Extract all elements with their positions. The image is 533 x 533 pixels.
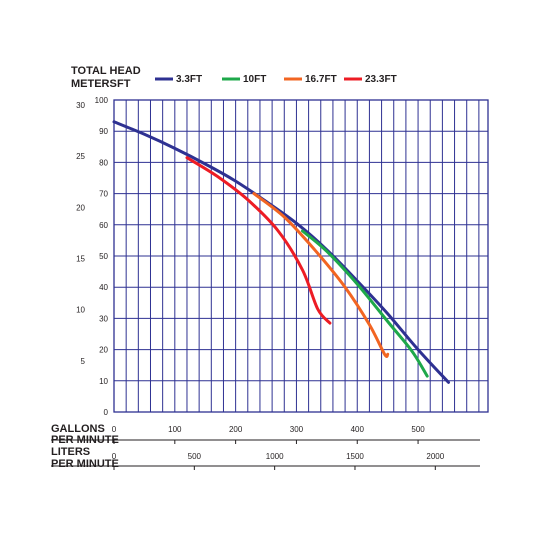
meter-tick-label: 10: [76, 306, 85, 315]
y-title-ft: FT: [117, 78, 131, 90]
chart-grid: [114, 100, 488, 412]
lpm-tick-label: 1500: [346, 452, 364, 461]
plot-frame: [113, 99, 489, 413]
x-title-liters: LITERS: [51, 446, 90, 458]
legend-label-23-3ft: 23.3FT: [365, 74, 397, 85]
meter-tick-label: 5: [81, 357, 86, 366]
gpm-tick-label: 100: [168, 425, 182, 434]
lpm-tick-label: 1000: [266, 452, 284, 461]
x-title-per-minute-lpm: PER MINUTE: [51, 458, 119, 470]
ft-tick-label: 70: [99, 190, 108, 199]
meters-axis-ticks: 5 10 15 20 25 30: [76, 101, 85, 366]
pump-curves: [112, 120, 450, 384]
chart-legend: 3.3FT 10FT 16.7FT 23.3FT: [155, 74, 397, 85]
curve-16-7ft: [252, 192, 390, 358]
gpm-axis-ticks: 0 100 200 300 400 500: [112, 425, 425, 444]
ft-tick-label: 50: [99, 252, 108, 261]
gpm-tick-label: 0: [112, 425, 117, 434]
curve-23-3ft: [185, 156, 332, 325]
legend-label-16-7ft: 16.7FT: [305, 74, 337, 85]
x-title-per-minute-gpm: PER MINUTE: [51, 434, 119, 446]
ft-tick-label: 10: [99, 377, 108, 386]
y-title-total-head: TOTAL HEAD: [71, 65, 141, 77]
ft-tick-label: 60: [99, 221, 108, 230]
y-title-meters: METERS: [71, 78, 117, 90]
gpm-tick-label: 300: [290, 425, 304, 434]
lpm-tick-label: 2000: [426, 452, 444, 461]
ft-tick-label: 100: [95, 96, 109, 105]
ft-tick-label: 0: [104, 408, 109, 417]
gpm-tick-label: 200: [229, 425, 243, 434]
curve-3-3ft: [112, 120, 450, 384]
x-title-gallons: GALLONS: [51, 423, 105, 435]
lpm-tick-label: 500: [188, 452, 202, 461]
legend-label-10ft: 10FT: [243, 74, 266, 85]
ft-tick-label: 90: [99, 127, 108, 136]
gpm-tick-label: 500: [411, 425, 425, 434]
ft-tick-label: 20: [99, 346, 108, 355]
meter-tick-label: 30: [76, 101, 85, 110]
gpm-tick-label: 400: [351, 425, 365, 434]
lpm-tick-label: 0: [112, 452, 117, 461]
lpm-axis-ticks: 0 500 1000 1500 2000: [112, 452, 445, 470]
ft-tick-label: 40: [99, 283, 108, 292]
curve-10ft: [301, 229, 429, 378]
ft-tick-label: 30: [99, 314, 108, 323]
meter-tick-label: 20: [76, 203, 85, 212]
legend-label-3-3ft: 3.3FT: [176, 74, 202, 85]
ft-axis-ticks: 0 10 20 30 40 50 60 70 80 90 100: [95, 96, 109, 417]
meter-tick-label: 15: [76, 254, 85, 263]
meter-tick-label: 25: [76, 152, 85, 161]
ft-tick-label: 80: [99, 158, 108, 167]
